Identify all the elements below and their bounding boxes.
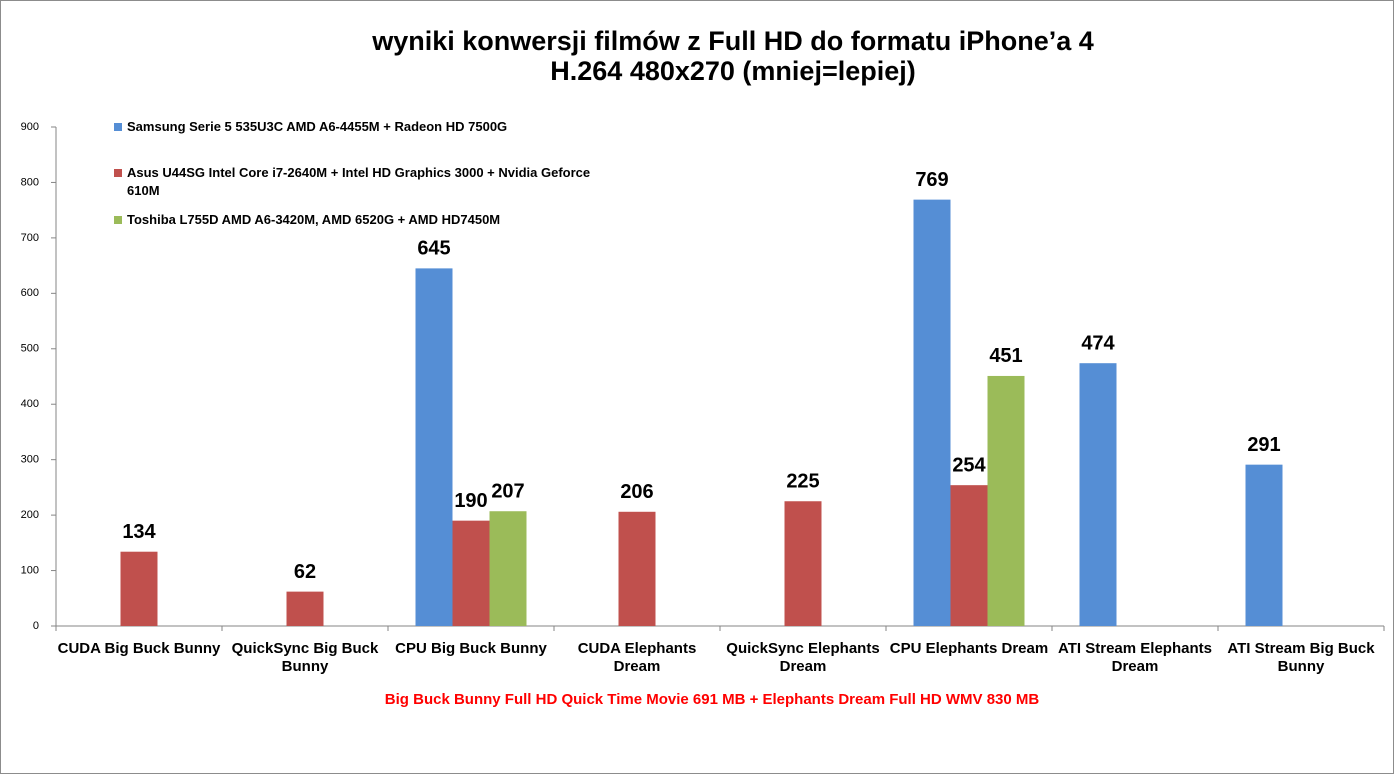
data-label: 474	[1081, 332, 1115, 354]
data-label: 451	[989, 345, 1022, 367]
y-tick-label: 700	[21, 232, 39, 244]
data-label: 190	[454, 490, 487, 512]
y-tick-label: 0	[33, 620, 39, 632]
bar	[1245, 464, 1283, 626]
y-tick-label: 900	[21, 121, 39, 133]
y-tick-label: 100	[21, 564, 39, 576]
y-tick-label: 800	[21, 176, 39, 188]
chart-title: wyniki konwersji filmów z Full HD do for…	[371, 26, 1094, 56]
y-tick-label: 600	[21, 287, 39, 299]
data-label: 645	[417, 238, 450, 260]
data-label: 291	[1247, 434, 1280, 456]
legend-swatch	[114, 123, 122, 131]
data-label: 254	[952, 454, 986, 476]
bar	[987, 375, 1025, 626]
bar	[120, 551, 158, 626]
legend-label: Samsung Serie 5 535U3C AMD A6-4455M + Ra…	[127, 119, 508, 134]
data-label: 769	[915, 169, 948, 191]
bar	[452, 520, 490, 626]
x-tick-label: QuickSync Elephants Dream	[726, 640, 880, 675]
x-tick-label: CUDA Elephants Dream	[577, 640, 697, 675]
x-tick-label: ATI Stream Elephants Dream	[1058, 640, 1212, 675]
legend-swatch	[114, 169, 122, 177]
legend-label: Toshiba L755D AMD A6-3420M, AMD 6520G + …	[127, 212, 501, 227]
legend-swatch	[114, 216, 122, 224]
x-axis-label: Big Buck Bunny Full HD Quick Time Movie …	[385, 691, 1040, 708]
y-tick-label: 400	[21, 398, 39, 410]
x-tick-label: CUDA Big Buck Bunny	[57, 640, 221, 657]
data-label: 207	[491, 481, 524, 503]
bar	[618, 511, 656, 626]
bar	[415, 268, 453, 626]
y-tick-label: 300	[21, 454, 39, 466]
legend-label: Asus U44SG Intel Core i7-2640M + Intel H…	[127, 165, 591, 198]
x-tick-label: ATI Stream Big Buck Bunny	[1227, 640, 1375, 675]
bar	[286, 591, 324, 626]
data-label: 134	[122, 521, 156, 543]
bar	[1079, 363, 1117, 626]
x-tick-label: CPU Big Buck Bunny	[395, 640, 547, 657]
bar	[913, 199, 951, 627]
x-tick-label: QuickSync Big Buck Bunny	[231, 640, 379, 675]
data-label: 206	[620, 481, 653, 503]
y-tick-label: 200	[21, 509, 39, 521]
bar	[489, 511, 527, 626]
chart-subtitle: H.264 480x270 (mniej=lepiej)	[550, 56, 915, 86]
data-label: 225	[786, 471, 819, 493]
x-tick-label: CPU Elephants Dream	[889, 640, 1049, 657]
data-label: 62	[294, 561, 316, 583]
bar	[950, 485, 988, 626]
bar	[784, 501, 822, 626]
y-tick-label: 500	[21, 343, 39, 355]
